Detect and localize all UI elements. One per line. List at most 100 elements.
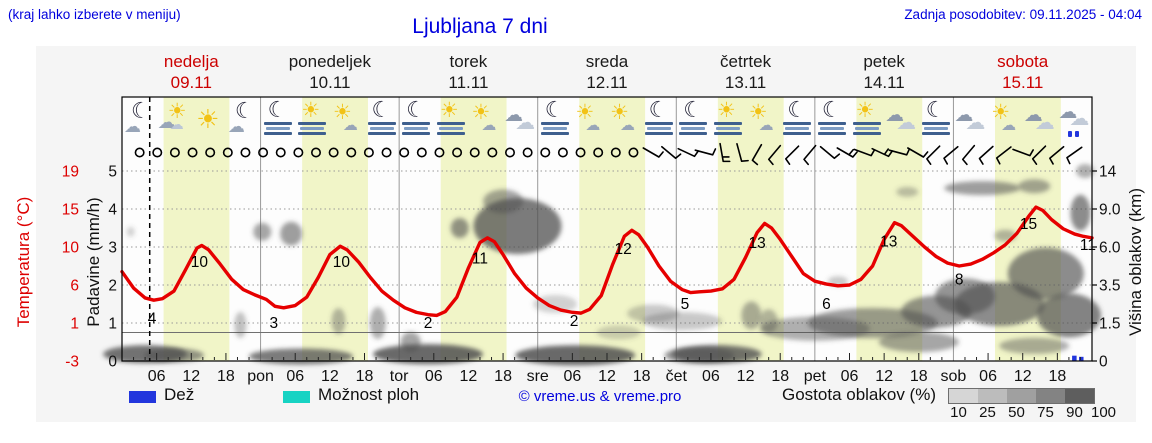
moon-fog-icon: ☾ xyxy=(399,99,434,141)
bar-icon-part xyxy=(404,127,429,130)
wind-calm-icon xyxy=(258,147,269,158)
bar-icon-part xyxy=(783,132,812,135)
wind-calm-icon xyxy=(487,147,498,158)
cloud-blob xyxy=(126,226,135,237)
cloud-density-legend-label: Gostota oblakov (%) xyxy=(781,385,936,404)
cloud-icon-part: ☁ xyxy=(885,104,905,126)
axis-tick-label: 18 xyxy=(910,368,928,385)
wind-calm-icon xyxy=(187,147,198,158)
axis-tick-label: 06 xyxy=(702,368,720,385)
cloud-icon-part: ☁ xyxy=(124,117,141,137)
clouds-icon: ☁ ☁ xyxy=(884,99,919,141)
moon-fog-icon: ☾ xyxy=(919,99,954,141)
cloud-blob xyxy=(331,308,346,335)
wind-calm-icon xyxy=(504,147,515,158)
axis-tick-label: 18 xyxy=(494,368,512,385)
axis-tick-label: 2 xyxy=(108,278,117,295)
wind-barb-icon xyxy=(995,146,1012,165)
wind-calm-icon xyxy=(593,147,604,158)
cloud-density-scale-value: 90 xyxy=(1066,404,1083,421)
wind-calm-icon xyxy=(399,147,410,158)
bar-icon-part xyxy=(367,132,396,135)
wind-barb-icon xyxy=(642,147,664,158)
wind-calm-icon xyxy=(169,147,180,158)
axis-tick-label: 3 xyxy=(108,240,117,257)
sun-icon-part: ☀ xyxy=(991,100,1010,124)
copyright-link[interactable]: © vreme.us & vreme.pro xyxy=(518,388,682,405)
bar-icon-part xyxy=(644,132,673,135)
axis-tick-label: 12 xyxy=(460,368,478,385)
cloud-blob xyxy=(999,337,1070,354)
day-date: 14.11 xyxy=(863,73,905,92)
axis-tick-label: 18 xyxy=(633,368,651,385)
cloud-blob xyxy=(671,345,762,364)
sun-icon-part: ☀ xyxy=(575,100,595,124)
sun-icon-part: ☀ xyxy=(439,98,459,122)
cloud-blob xyxy=(369,307,386,339)
cloud-icon-part: ☁ xyxy=(620,116,635,134)
clouds-icon: ☁ ☁ xyxy=(503,99,538,141)
bar-icon-part xyxy=(540,132,569,135)
bar-icon-part xyxy=(646,127,671,130)
wind-barb-icon xyxy=(1031,145,1047,165)
rain-bar xyxy=(1079,356,1084,361)
axis-tick-label: 9.0 xyxy=(1099,202,1121,219)
axis-tick-label: 0 xyxy=(108,354,117,371)
axis-tick-label: 12 xyxy=(598,368,616,385)
cloud-icon-part: ☁ xyxy=(1023,104,1043,126)
bar-icon-part xyxy=(817,132,846,135)
wind-calm-icon xyxy=(575,147,586,158)
bar-icon-part xyxy=(263,132,292,135)
sun-icon-part: ☀ xyxy=(855,98,875,122)
sun-icon-part: ☀ xyxy=(301,98,321,122)
bar-icon-part xyxy=(540,122,569,125)
showers-legend-swatch xyxy=(283,391,310,403)
wind-barb-icon xyxy=(751,143,763,166)
sun-icon-part: ☀ xyxy=(471,100,491,124)
wind-barb-icon xyxy=(943,145,959,165)
moon-icon-part: ☾ xyxy=(371,98,392,123)
wind-calm-icon xyxy=(275,147,286,158)
sun-icon: ☀ xyxy=(191,99,226,141)
cloud-icon-part: ☁ xyxy=(1034,110,1055,134)
wind-barb-icon xyxy=(694,148,717,156)
cloud-density-scale-segment xyxy=(1007,389,1036,403)
wind-barb-icon xyxy=(736,143,749,162)
cloud-blob xyxy=(596,325,641,340)
bar-icon-part xyxy=(713,122,742,125)
wind-barb-icon xyxy=(853,148,876,157)
cloud-blob xyxy=(515,345,636,366)
cloud-blob xyxy=(473,198,562,255)
wind-calm-icon xyxy=(293,147,304,158)
bar-icon-part xyxy=(438,127,463,130)
day-header: petek 14.11 xyxy=(815,51,954,95)
sun-icon-part: ☀ xyxy=(196,105,220,135)
cloud-icon-part: ☁ xyxy=(169,117,184,133)
cloud-icon-part: ☁ xyxy=(896,110,917,134)
moon-cloud-icon: ☾ ☁ xyxy=(226,99,261,141)
page-title: Ljubljana 7 dni xyxy=(412,15,548,38)
cloud-icon-part: ☁ xyxy=(504,104,524,126)
bar-icon-part xyxy=(367,122,396,125)
cloud-blob xyxy=(248,348,353,365)
wind-barb-icon xyxy=(677,147,700,158)
temperature-value-label: 11 xyxy=(472,250,488,267)
wind-calm-icon xyxy=(416,147,427,158)
axis-tick-label: 12 xyxy=(182,368,200,385)
bar-icon-part xyxy=(785,127,810,130)
cloud-icon-part: ☁ xyxy=(515,110,536,134)
wind-row xyxy=(134,142,1083,166)
cloud-density-scale-segment xyxy=(1065,389,1094,403)
drop-icon-part xyxy=(1068,131,1073,137)
wind-barb-icon xyxy=(978,145,994,165)
sun-fog-icon: ☀ xyxy=(850,99,885,141)
bar-icon-part xyxy=(298,122,327,125)
cloud-blob xyxy=(741,301,762,330)
sun-icon-part: ☀ xyxy=(167,99,187,123)
cloud-blob xyxy=(533,295,578,313)
temperature-value-label: 6 xyxy=(822,296,831,313)
bar-icon-part xyxy=(542,127,567,130)
location-hint: (kraj lahko izberete v meniju) xyxy=(8,7,181,22)
wind-calm-icon xyxy=(134,147,145,158)
